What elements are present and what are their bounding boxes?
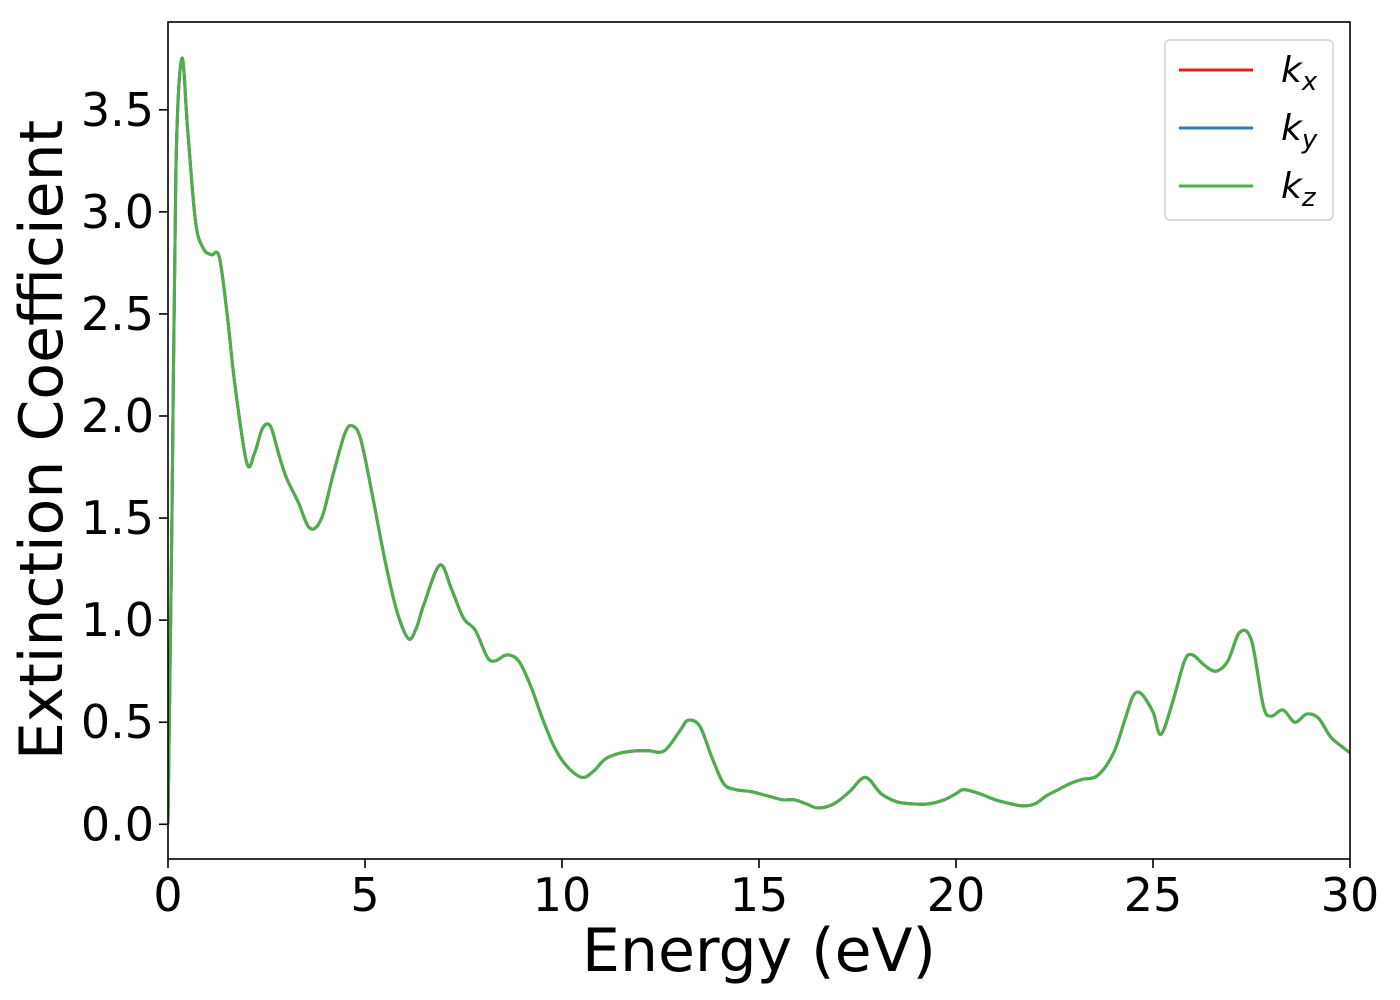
y-tick-label: 2.5 bbox=[81, 287, 154, 341]
x-axis-title: Energy (eV) bbox=[582, 916, 936, 986]
plot-area bbox=[168, 22, 1350, 859]
y-tick-label: 3.5 bbox=[81, 83, 154, 137]
x-tick-label: 20 bbox=[927, 868, 986, 922]
legend-label-k-z: kz bbox=[1281, 166, 1317, 213]
y-tick-label: 2.0 bbox=[81, 389, 154, 443]
x-axis-ticks: 0 5 10 15 20 25 30 bbox=[153, 859, 1379, 922]
x-tick-label: 0 bbox=[153, 868, 182, 922]
legend-label-k-y: ky bbox=[1281, 108, 1318, 155]
y-axis-title: Extinction Coefficient bbox=[7, 120, 77, 760]
x-tick-label: 15 bbox=[730, 868, 789, 922]
y-tick-label: 3.0 bbox=[81, 185, 154, 239]
x-tick-label: 25 bbox=[1124, 868, 1183, 922]
y-tick-label: 1.5 bbox=[81, 491, 154, 545]
legend-box bbox=[1164, 39, 1334, 221]
y-axis-ticks: 0.0 0.5 1.0 1.5 2.0 2.5 3.0 3.5 bbox=[81, 83, 168, 851]
y-tick-label: 0.0 bbox=[81, 797, 154, 851]
y-tick-label: 0.5 bbox=[81, 695, 154, 749]
legend-label-k-x: kx bbox=[1281, 50, 1318, 97]
x-tick-label: 10 bbox=[533, 868, 592, 922]
series-layer bbox=[168, 56, 1350, 825]
legend: kx ky kz bbox=[1164, 39, 1334, 221]
x-tick-label: 5 bbox=[350, 868, 379, 922]
series-line-k-z bbox=[168, 56, 1350, 825]
y-tick-label: 1.0 bbox=[81, 593, 154, 647]
x-tick-label: 30 bbox=[1321, 868, 1380, 922]
